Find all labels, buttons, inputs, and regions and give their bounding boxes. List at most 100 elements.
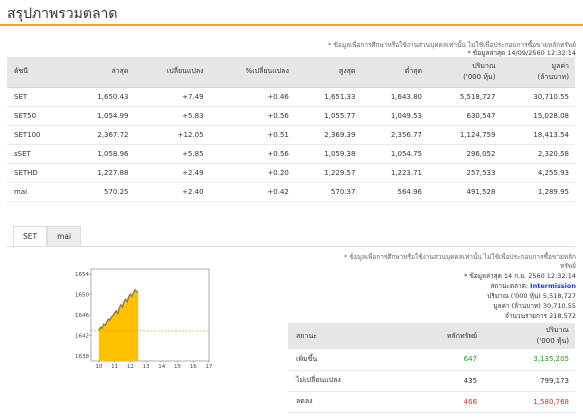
breadth-header-row: สถานะ หลักทรัพย์ ปริมาณ ('000 หุ้น) (288, 323, 575, 349)
last-price-cell: 1,227.88 (67, 163, 135, 183)
col-header-pct-change: %เปลี่ยนแปลง (209, 57, 295, 88)
last-price-cell: 2,367.72 (67, 125, 135, 145)
tab-mai[interactable]: mai (47, 226, 82, 246)
high-cell: 1,651.33 (294, 87, 362, 107)
page-title: สรุปภาพรวมตลาด (7, 6, 118, 22)
tab-set[interactable]: SET (13, 226, 48, 246)
table-row: SET100 2,367.72 +12.05 +0.51 2,369.39 2,356.7… (7, 125, 575, 145)
index-name-cell[interactable]: SET100 (7, 125, 68, 145)
pct-change-cell: +0.46 (209, 87, 295, 107)
col-header-value-label: มูลค่า (ล้านบาท) (537, 61, 569, 81)
index-name-cell: SET (7, 87, 68, 107)
low-cell: 1,049.53 (361, 106, 428, 126)
title-divider (0, 24, 583, 26)
info-last-update: * ข้อมูลล่าสุด 14 ก.ย. 2560 12:32:14 (464, 272, 576, 280)
info-note-continued: ทรัพย์ (560, 262, 576, 270)
value-cell: 2,320.58 (501, 144, 575, 164)
index-name-cell[interactable]: SET50 (7, 106, 68, 126)
breadth-col-status: สถานะ (288, 323, 402, 349)
breadth-col-volume: ปริมาณ ('000 หุ้น) (483, 323, 575, 349)
market-status-value: Intermission (530, 282, 576, 290)
chart-x-tick-label: 14 (158, 364, 165, 370)
col-header-low: ต่ำสุด (361, 57, 428, 88)
col-header-volume: ปริมาณ ('000 หุ้น) (428, 57, 502, 88)
chart-x-tick-label: 17 (206, 364, 213, 370)
index-name-cell[interactable]: sSET (7, 144, 68, 164)
breadth-col-count: หลักทรัพย์ (401, 323, 484, 349)
low-cell: 1,223.71 (361, 163, 428, 183)
intraday-chart-svg: 1654 1650 1646 1642 1638 10 11 12 13 14 15 16 17 (75, 268, 213, 370)
chart-y-tick-label: 1638 (75, 354, 89, 360)
col-header-value: มูลค่า (ล้านบาท) (501, 57, 575, 88)
breadth-row: ลดลง 466 1,580,768 (288, 391, 575, 413)
chart-series-line (98, 288, 139, 331)
table-row: SETHD 1,227.88 +2.49 +0.20 1,229.57 1,223.71 2… (7, 163, 575, 183)
chart-y-tick-label: 1642 (75, 333, 89, 339)
chart-area-fill (98, 289, 139, 361)
market-breadth-body: เพิ่มขึ้น 647 3,135,205 ไม่เปลี่ยนแปลง 435 79… (288, 349, 575, 413)
info-deals: จำนวนรายการ 218,572 (505, 312, 576, 320)
chart-x-tick-label: 15 (174, 364, 181, 370)
intraday-chart: 1654 1650 1646 1642 1638 10 11 12 13 14 15 16 17 (69, 263, 219, 375)
index-summary-body: SET 1,650.43 +7.49 +0.46 1,651.33 1,643.80 5,5… (7, 87, 575, 202)
volume-cell: 5,518,727 (428, 87, 502, 107)
chart-y-tick-label: 1646 (75, 313, 89, 319)
breadth-count-cell: 647 (401, 349, 484, 371)
change-cell: +5.85 (134, 144, 210, 164)
volume-cell: 257,533 (428, 163, 502, 183)
chart-x-tick-label: 16 (190, 364, 197, 370)
last-update: * ข้อมูลล่าสุด 14/09/2560 12:32:14 (467, 49, 576, 57)
value-cell: 18,413.54 (501, 125, 575, 145)
last-price-cell: 570.25 (67, 182, 135, 202)
breadth-status-cell: เพิ่มขึ้น (288, 349, 402, 371)
change-cell: +12.05 (134, 125, 210, 145)
pct-change-cell: +0.56 (209, 144, 295, 164)
chart-x-tick-label: 11 (111, 364, 118, 370)
pct-change-cell: +0.51 (209, 125, 295, 145)
info-value: มูลค่า (ล้านบาท) 30,710.55 (493, 302, 576, 310)
breadth-row: ไม่เปลี่ยนแปลง 435 799,173 (288, 370, 575, 392)
breadth-volume-cell: 1,580,768 (483, 391, 575, 413)
pct-change-cell: +0.56 (209, 106, 295, 126)
change-cell: +2.49 (134, 163, 210, 183)
table-header-row: ดัชนี ล่าสุด เปลี่ยนแปลง %เปลี่ยนแปลง สู… (7, 57, 575, 88)
value-cell: 1,289.95 (501, 182, 575, 202)
volume-cell: 1,124,759 (428, 125, 502, 145)
col-header-high: สูงสุด (294, 57, 362, 88)
col-header-last: ล่าสุด (67, 57, 135, 88)
index-name-cell: mai (7, 182, 68, 202)
market-breadth-table: สถานะ หลักทรัพย์ ปริมาณ ('000 หุ้น) เพิ่… (288, 323, 575, 413)
index-name-cell[interactable]: SETHD (7, 163, 68, 183)
info-note: * ข้อมูลเพื่อการศึกษาหรือใช้งานส่วนบุคคล… (343, 253, 576, 261)
tab-divider (7, 246, 575, 247)
breadth-status-cell: ไม่เปลี่ยนแปลง (288, 370, 402, 392)
value-cell: 15,028.08 (501, 106, 575, 126)
low-cell: 2,356.77 (361, 125, 428, 145)
breadth-row: เพิ่มขึ้น 647 3,135,205 (288, 349, 575, 371)
table-row: SET50 1,054.99 +5.83 +0.56 1,055.77 1,049.53 6… (7, 106, 575, 126)
last-price-cell: 1,058.96 (67, 144, 135, 164)
pct-change-cell: +0.42 (209, 182, 295, 202)
chart-y-tick-label: 1654 (75, 272, 89, 278)
chart-x-tick-label: 10 (95, 364, 102, 370)
value-cell: 30,710.55 (501, 87, 575, 107)
col-header-change: เปลี่ยนแปลง (134, 57, 210, 88)
volume-cell: 630,547 (428, 106, 502, 126)
high-cell: 570.37 (294, 182, 362, 202)
low-cell: 564.96 (361, 182, 428, 202)
market-status-label: สถานะตลาด: (490, 282, 529, 290)
disclaimer-note: * ข้อมูลเพื่อการศึกษาหรือใช้งานส่วนบุคคล… (328, 41, 576, 49)
change-cell: +5.83 (134, 106, 210, 126)
breadth-volume-cell: 3,135,205 (483, 349, 575, 371)
table-row: mai 570.25 +2.40 +0.42 570.37 564.96 491,528 1,… (7, 182, 575, 202)
breadth-count-cell: 435 (401, 370, 484, 392)
volume-cell: 491,528 (428, 182, 502, 202)
chart-x-tick-label: 13 (143, 364, 150, 370)
breadth-status-cell: ลดลง (288, 391, 402, 413)
high-cell: 1,059.38 (294, 144, 362, 164)
market-tabs: SET mai (13, 226, 82, 246)
change-cell: +7.49 (134, 87, 210, 107)
change-cell: +2.40 (134, 182, 210, 202)
chart-x-tick-label: 12 (127, 364, 134, 370)
high-cell: 1,055.77 (294, 106, 362, 126)
